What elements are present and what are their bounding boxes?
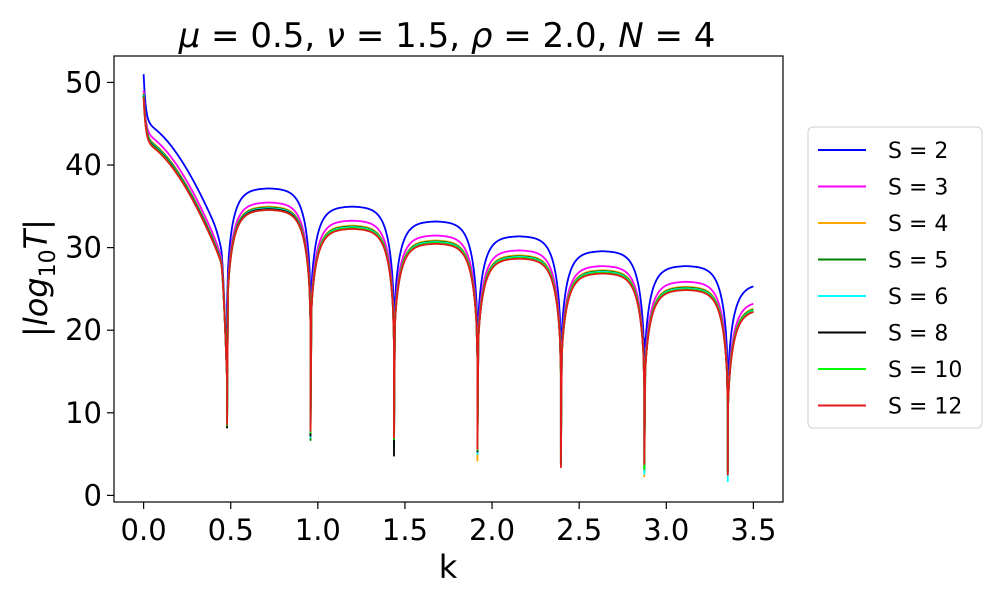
- plot-frame: [113, 55, 784, 503]
- y-tick-label: 30: [65, 231, 102, 265]
- legend-label: S = 8: [888, 322, 948, 347]
- legend-label: S = 4: [888, 212, 948, 237]
- title-n: N: [618, 16, 643, 56]
- y-axis-label: |log10T|: [17, 219, 61, 337]
- axis-ticks: 0.0 0.5 1.0 1.5 2.0 2.5 3.0 3.5 0 10 20 30 40 50: [65, 65, 776, 547]
- series-line: [142, 96, 754, 472]
- y-tick-label: 10: [65, 396, 102, 430]
- x-tick-label: 2.0: [469, 513, 515, 547]
- title-mu: μ: [178, 16, 201, 56]
- x-tick-label: 0.5: [208, 513, 254, 547]
- series-line: [142, 93, 754, 478]
- series-line: [142, 93, 754, 475]
- y-label-pre: |log: [17, 277, 55, 337]
- y-tick-label: 20: [65, 313, 102, 347]
- legend-label: S = 12: [888, 395, 962, 420]
- x-tick-label: 2.5: [556, 513, 602, 547]
- title-rho: ρ: [471, 16, 493, 56]
- y-tick-label: 40: [65, 148, 102, 182]
- y-label-sub: 10: [36, 249, 61, 277]
- x-tick-label: 3.5: [730, 513, 776, 547]
- x-tick-label: 0.0: [121, 513, 167, 547]
- legend-label: S = 6: [888, 285, 948, 310]
- y-label-post: T|: [17, 219, 55, 249]
- x-axis-label: k: [439, 548, 458, 586]
- legend-label: S = 10: [888, 358, 962, 383]
- title-mu-value: = 0.5,: [200, 16, 326, 56]
- legend-box: [807, 126, 983, 429]
- title-nu: ν: [326, 16, 345, 56]
- series-line: [142, 95, 754, 473]
- series-line: [142, 90, 754, 468]
- legend: S = 2 S = 3 S = 4 S = 5 S = 6 S = 8 S = 10 S = …: [807, 126, 983, 429]
- x-tick-label: 1.0: [295, 513, 341, 547]
- series-line: [142, 74, 754, 468]
- y-tick-label: 50: [65, 65, 102, 99]
- x-tick-label: 3.0: [643, 513, 689, 547]
- x-tick-label: 1.5: [382, 513, 428, 547]
- legend-label: S = 2: [888, 139, 948, 164]
- series-line: [142, 97, 754, 476]
- title-nu-value: = 1.5,: [345, 16, 471, 56]
- plot-lines: [142, 74, 754, 483]
- chart-title: μ = 0.5, ν = 1.5, ρ = 2.0, N = 4: [178, 16, 716, 56]
- title-rho-value: = 2.0,: [492, 16, 618, 56]
- y-tick-label: 0: [84, 478, 102, 512]
- legend-label: S = 3: [888, 176, 948, 201]
- legend-label: S = 5: [888, 249, 948, 274]
- title-n-value: = 4: [644, 16, 716, 56]
